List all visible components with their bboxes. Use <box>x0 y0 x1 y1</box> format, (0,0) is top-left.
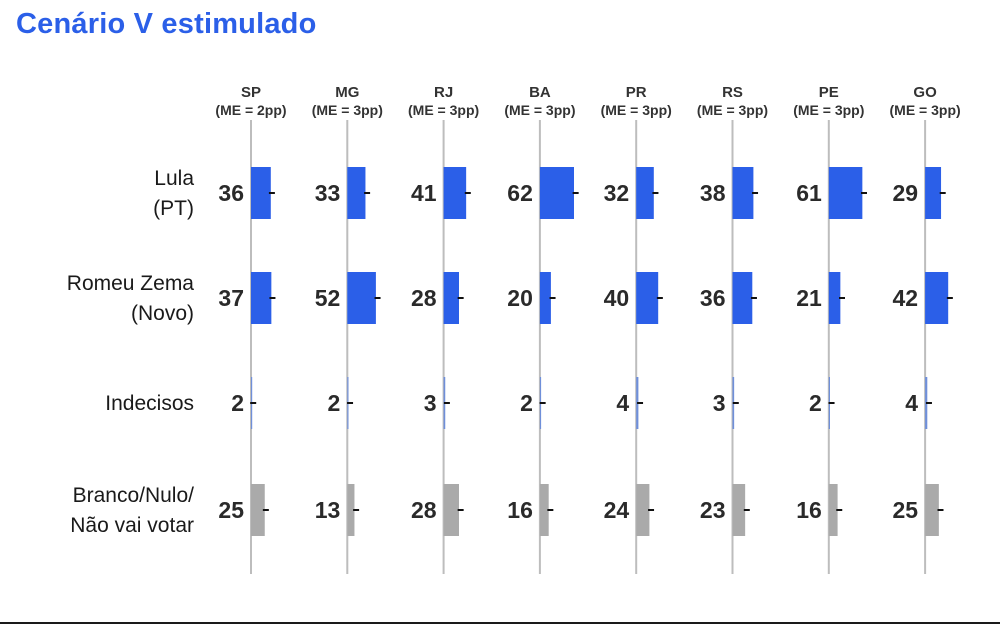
value-label-4-sp: 25 <box>218 497 244 523</box>
bar-4-go <box>925 484 939 536</box>
state-code-pr: PR <box>626 84 647 101</box>
bar-2-rs <box>732 272 753 324</box>
bar-4-sp <box>251 484 265 536</box>
value-label-4-mg: 13 <box>315 497 341 523</box>
bar-4-rs <box>732 484 746 536</box>
bar-2-pe <box>828 272 841 324</box>
value-label-1-mg: 33 <box>315 180 341 206</box>
value-label-4-rs: 23 <box>700 497 726 523</box>
value-label-2-sp: 37 <box>218 285 244 311</box>
state-headers: SP(ME = 2pp)MG(ME = 3pp)RJ(ME = 3pp)BA(M… <box>215 84 960 118</box>
bar-2-rj <box>443 272 459 324</box>
bar-1-go <box>925 167 942 219</box>
value-label-3-rj: 3 <box>424 390 437 416</box>
value-label-4-pe: 16 <box>796 497 822 523</box>
value-label-2-pe: 21 <box>796 285 822 311</box>
row-label-1-line-1: Lula <box>154 167 194 190</box>
state-code-sp: SP <box>241 84 261 101</box>
value-label-3-ba: 2 <box>520 390 533 416</box>
chart-title: Cenário V estimulado <box>16 8 317 40</box>
value-label-2-pr: 40 <box>604 285 630 311</box>
bar-1-ba <box>539 167 574 219</box>
value-label-1-rs: 38 <box>700 180 726 206</box>
state-code-ba: BA <box>529 84 551 101</box>
bar-2-pr <box>636 272 659 324</box>
state-code-rs: RS <box>722 84 743 101</box>
value-label-4-rj: 28 <box>411 497 437 523</box>
state-margin-pr: (ME = 3pp) <box>601 102 672 118</box>
state-margin-mg: (ME = 3pp) <box>312 102 383 118</box>
bar-4-pe <box>828 484 838 536</box>
state-margin-rs: (ME = 3pp) <box>697 102 768 118</box>
bar-4-rj <box>443 484 459 536</box>
state-margin-sp: (ME = 2pp) <box>215 102 286 118</box>
value-label-3-go: 4 <box>905 390 918 416</box>
value-label-1-rj: 41 <box>411 180 437 206</box>
value-label-2-rs: 36 <box>700 285 726 311</box>
row-label-2-line-2: (Novo) <box>131 302 194 325</box>
value-label-2-rj: 28 <box>411 285 437 311</box>
value-label-2-mg: 52 <box>315 285 341 311</box>
value-label-3-rs: 3 <box>713 390 726 416</box>
row-label-4-line-1: Branco/Nulo/ <box>73 484 195 507</box>
value-label-1-pr: 32 <box>604 180 630 206</box>
row-label-3-line-1: Indecisos <box>105 392 194 415</box>
state-code-pe: PE <box>819 84 839 101</box>
bar-1-pr <box>636 167 654 219</box>
margin-of-error-ticks <box>250 192 953 511</box>
bar-4-ba <box>539 484 549 536</box>
state-margin-go: (ME = 3pp) <box>890 102 961 118</box>
value-label-2-go: 42 <box>893 285 919 311</box>
bar-4-mg <box>347 484 355 536</box>
state-margin-rj: (ME = 3pp) <box>408 102 479 118</box>
bar-1-sp <box>251 167 271 219</box>
row-labels: Lula (PT) Romeu Zema (Novo) Indecisos Branco/… <box>67 167 195 537</box>
bottom-divider <box>0 622 1000 624</box>
bar-4-pr <box>636 484 650 536</box>
state-code-go: GO <box>913 84 937 101</box>
state-code-mg: MG <box>335 84 359 101</box>
bar-1-pe <box>828 167 863 219</box>
state-code-rj: RJ <box>434 84 453 101</box>
row-label-2-line-1: Romeu Zema <box>67 272 195 295</box>
row-label-4-line-2: Não vai votar <box>70 514 194 537</box>
row-label-1-line-2: (PT) <box>153 197 194 220</box>
value-label-4-go: 25 <box>893 497 919 523</box>
value-label-3-sp: 2 <box>231 390 244 416</box>
value-label-3-mg: 2 <box>328 390 341 416</box>
bars <box>251 167 949 536</box>
state-margin-ba: (ME = 3pp) <box>504 102 575 118</box>
bar-2-go <box>925 272 949 324</box>
value-label-3-pr: 4 <box>616 390 629 416</box>
bar-2-ba <box>539 272 551 324</box>
bar-2-sp <box>251 272 272 324</box>
value-label-4-ba: 16 <box>507 497 533 523</box>
bar-1-rj <box>443 167 467 219</box>
value-label-3-pe: 2 <box>809 390 822 416</box>
state-margin-pe: (ME = 3pp) <box>793 102 864 118</box>
value-label-1-ba: 62 <box>507 180 533 206</box>
value-label-1-pe: 61 <box>796 180 822 206</box>
bar-2-mg <box>347 272 376 324</box>
value-label-4-pr: 24 <box>604 497 630 523</box>
bar-1-mg <box>347 167 366 219</box>
value-label-1-go: 29 <box>893 180 919 206</box>
bar-1-rs <box>732 167 754 219</box>
value-label-2-ba: 20 <box>507 285 533 311</box>
value-label-1-sp: 36 <box>218 180 244 206</box>
